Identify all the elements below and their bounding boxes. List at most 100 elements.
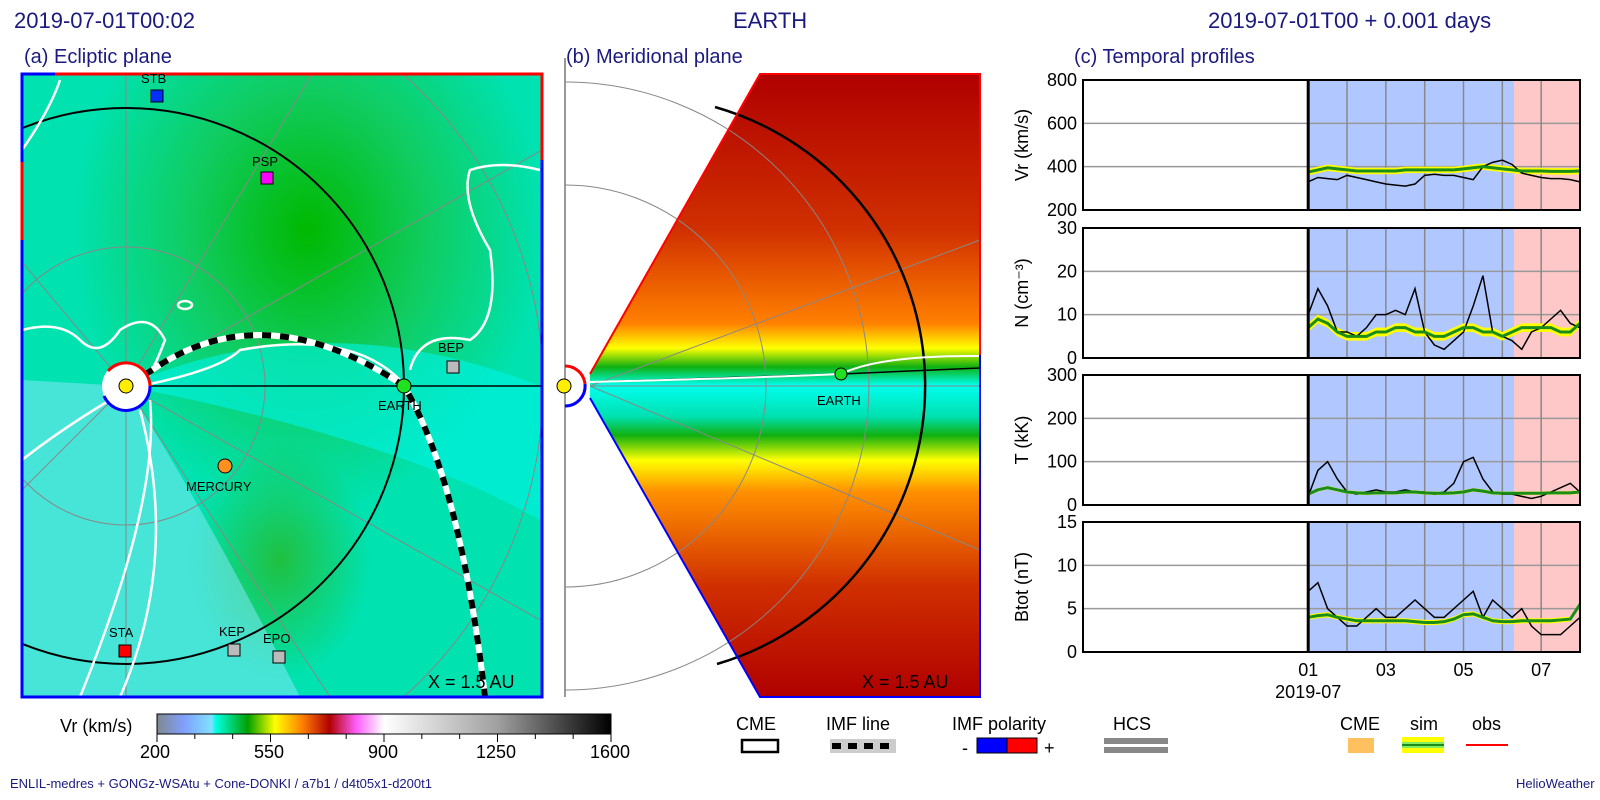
earth-label: EARTH bbox=[378, 398, 422, 413]
legend-imf-line-symbol bbox=[830, 739, 896, 753]
stb-label: STB bbox=[141, 71, 166, 86]
legend-imf-line-label: IMF line bbox=[826, 714, 891, 734]
panel-a-title: (a) Ecliptic plane bbox=[24, 46, 172, 68]
forecast-period-shade bbox=[1513, 228, 1580, 358]
plot-frame bbox=[1082, 374, 1581, 506]
legend-imf-positive bbox=[1006, 737, 1038, 754]
panel-a-scale: X = 1.5 AU bbox=[428, 672, 515, 692]
mercury-label: MERCURY bbox=[186, 479, 252, 494]
psp-label: PSP bbox=[252, 154, 278, 169]
panel-c-title: (c) Temporal profiles bbox=[1074, 46, 1255, 68]
y-tick-label: 400 bbox=[1047, 157, 1077, 177]
x-tick-label: 05 bbox=[1454, 660, 1474, 680]
psp-marker bbox=[260, 171, 274, 185]
hcs-contours bbox=[22, 79, 541, 697]
y-tick-label: 5 bbox=[1067, 599, 1077, 619]
sun-icon-meridional bbox=[556, 378, 572, 394]
y-tick-label: 15 bbox=[1057, 512, 1077, 532]
panel-b-scale: X = 1.5 AU bbox=[862, 672, 949, 692]
x-tick-label: 07 bbox=[1531, 660, 1551, 680]
earth-marker bbox=[396, 378, 412, 394]
epo-label: EPO bbox=[263, 631, 290, 646]
colorbar-tick: 1600 bbox=[590, 742, 630, 762]
colorbar-tick: 900 bbox=[368, 742, 398, 762]
y-tick-label: 10 bbox=[1057, 305, 1077, 325]
legend-sim-label: sim bbox=[1410, 714, 1438, 734]
obs-line bbox=[1307, 581, 1581, 636]
legend-hcs-label: HCS bbox=[1113, 714, 1152, 734]
header-center-title: EARTH bbox=[733, 8, 808, 33]
legend-imf-negative bbox=[976, 737, 1008, 754]
mercury-marker bbox=[217, 458, 233, 474]
legend-imf-polarity-label: IMF polarity bbox=[952, 714, 1047, 734]
forecast-period-shade bbox=[1513, 80, 1580, 210]
y-tick-label: 300 bbox=[1047, 365, 1077, 385]
velocity-colorbar bbox=[156, 713, 612, 735]
y-axis-label: Btot (nT) bbox=[1012, 552, 1032, 622]
y-tick-label: 0 bbox=[1067, 348, 1077, 368]
sim-spread-band bbox=[1308, 601, 1580, 626]
colorbar-label: Vr (km/s) bbox=[60, 716, 132, 736]
y-tick-label: 10 bbox=[1057, 555, 1077, 575]
sim-line bbox=[1307, 165, 1581, 174]
legend-obs-label: obs bbox=[1472, 714, 1502, 734]
colorbar-tick: 1250 bbox=[476, 742, 516, 762]
panel-b-title: (b) Meridional plane bbox=[566, 46, 743, 68]
sim-line bbox=[1307, 603, 1582, 625]
x-tick-label: 01 bbox=[1298, 660, 1318, 680]
y-tick-label: 0 bbox=[1067, 642, 1077, 662]
legend-cme-symbol bbox=[740, 738, 780, 754]
colorbar-tick: 550 bbox=[254, 742, 284, 762]
kep-marker bbox=[227, 643, 241, 657]
y-tick-label: 20 bbox=[1057, 261, 1077, 281]
y-tick-label: 30 bbox=[1057, 218, 1077, 238]
header-right-time: 2019-07-01T00 + 0.001 days bbox=[1208, 8, 1492, 33]
bep-label: BEP bbox=[438, 340, 464, 355]
y-tick-label: 200 bbox=[1047, 200, 1077, 220]
y-tick-label: 100 bbox=[1047, 452, 1077, 472]
simulation-period-shade bbox=[1308, 228, 1514, 358]
y-tick-label: 0 bbox=[1067, 495, 1077, 515]
x-month-label: 2019-07 bbox=[1275, 682, 1341, 702]
y-tick-label: 200 bbox=[1047, 408, 1077, 428]
plot-frame bbox=[1082, 227, 1581, 359]
legend-cme-period-label: CME bbox=[1340, 714, 1380, 734]
sun-icon bbox=[118, 378, 134, 394]
simulation-period-shade bbox=[1308, 80, 1514, 210]
footer-brand: HelioWeather bbox=[1516, 776, 1595, 791]
sta-marker bbox=[118, 644, 132, 658]
simulation-period-shade bbox=[1308, 375, 1514, 505]
legend-plus: + bbox=[1044, 738, 1055, 758]
bep-marker bbox=[446, 360, 460, 374]
header-left-time: 2019-07-01T00:02 bbox=[14, 8, 196, 33]
legend-hcs-symbol bbox=[1104, 738, 1168, 744]
sim-line bbox=[1307, 486, 1581, 496]
legend-cme-label: CME bbox=[736, 714, 776, 734]
footer-model-info: ENLIL-medres + GONGz-WSAtu + Cone-DONKI … bbox=[10, 776, 432, 791]
colorbar-tick: 200 bbox=[140, 742, 170, 762]
legend-cme-period-symbol bbox=[1348, 738, 1374, 753]
y-tick-label: 800 bbox=[1047, 70, 1077, 90]
y-axis-label: T (kK) bbox=[1012, 416, 1032, 465]
x-tick-label: 03 bbox=[1376, 660, 1396, 680]
meridional-plane-panel: EARTH X = 1.5 AU bbox=[556, 58, 981, 698]
kep-label: KEP bbox=[219, 624, 245, 639]
sim-line bbox=[1307, 317, 1581, 338]
plot-frame bbox=[1082, 521, 1581, 653]
forecast-period-shade bbox=[1513, 522, 1580, 652]
earth-marker-meridional bbox=[834, 367, 848, 381]
y-axis-label: Vr (km/s) bbox=[1012, 109, 1032, 181]
sta-label: STA bbox=[109, 625, 134, 640]
y-axis-label: N (cm⁻³) bbox=[1012, 258, 1032, 327]
y-tick-label: 600 bbox=[1047, 113, 1077, 133]
forecast-period-shade bbox=[1513, 375, 1580, 505]
stb-marker bbox=[150, 89, 164, 103]
legend-minus: - bbox=[962, 738, 968, 758]
obs-line bbox=[1307, 159, 1581, 187]
sim-spread-band bbox=[1308, 314, 1580, 341]
epo-marker bbox=[272, 650, 286, 664]
earth-label-meridional: EARTH bbox=[817, 393, 861, 408]
